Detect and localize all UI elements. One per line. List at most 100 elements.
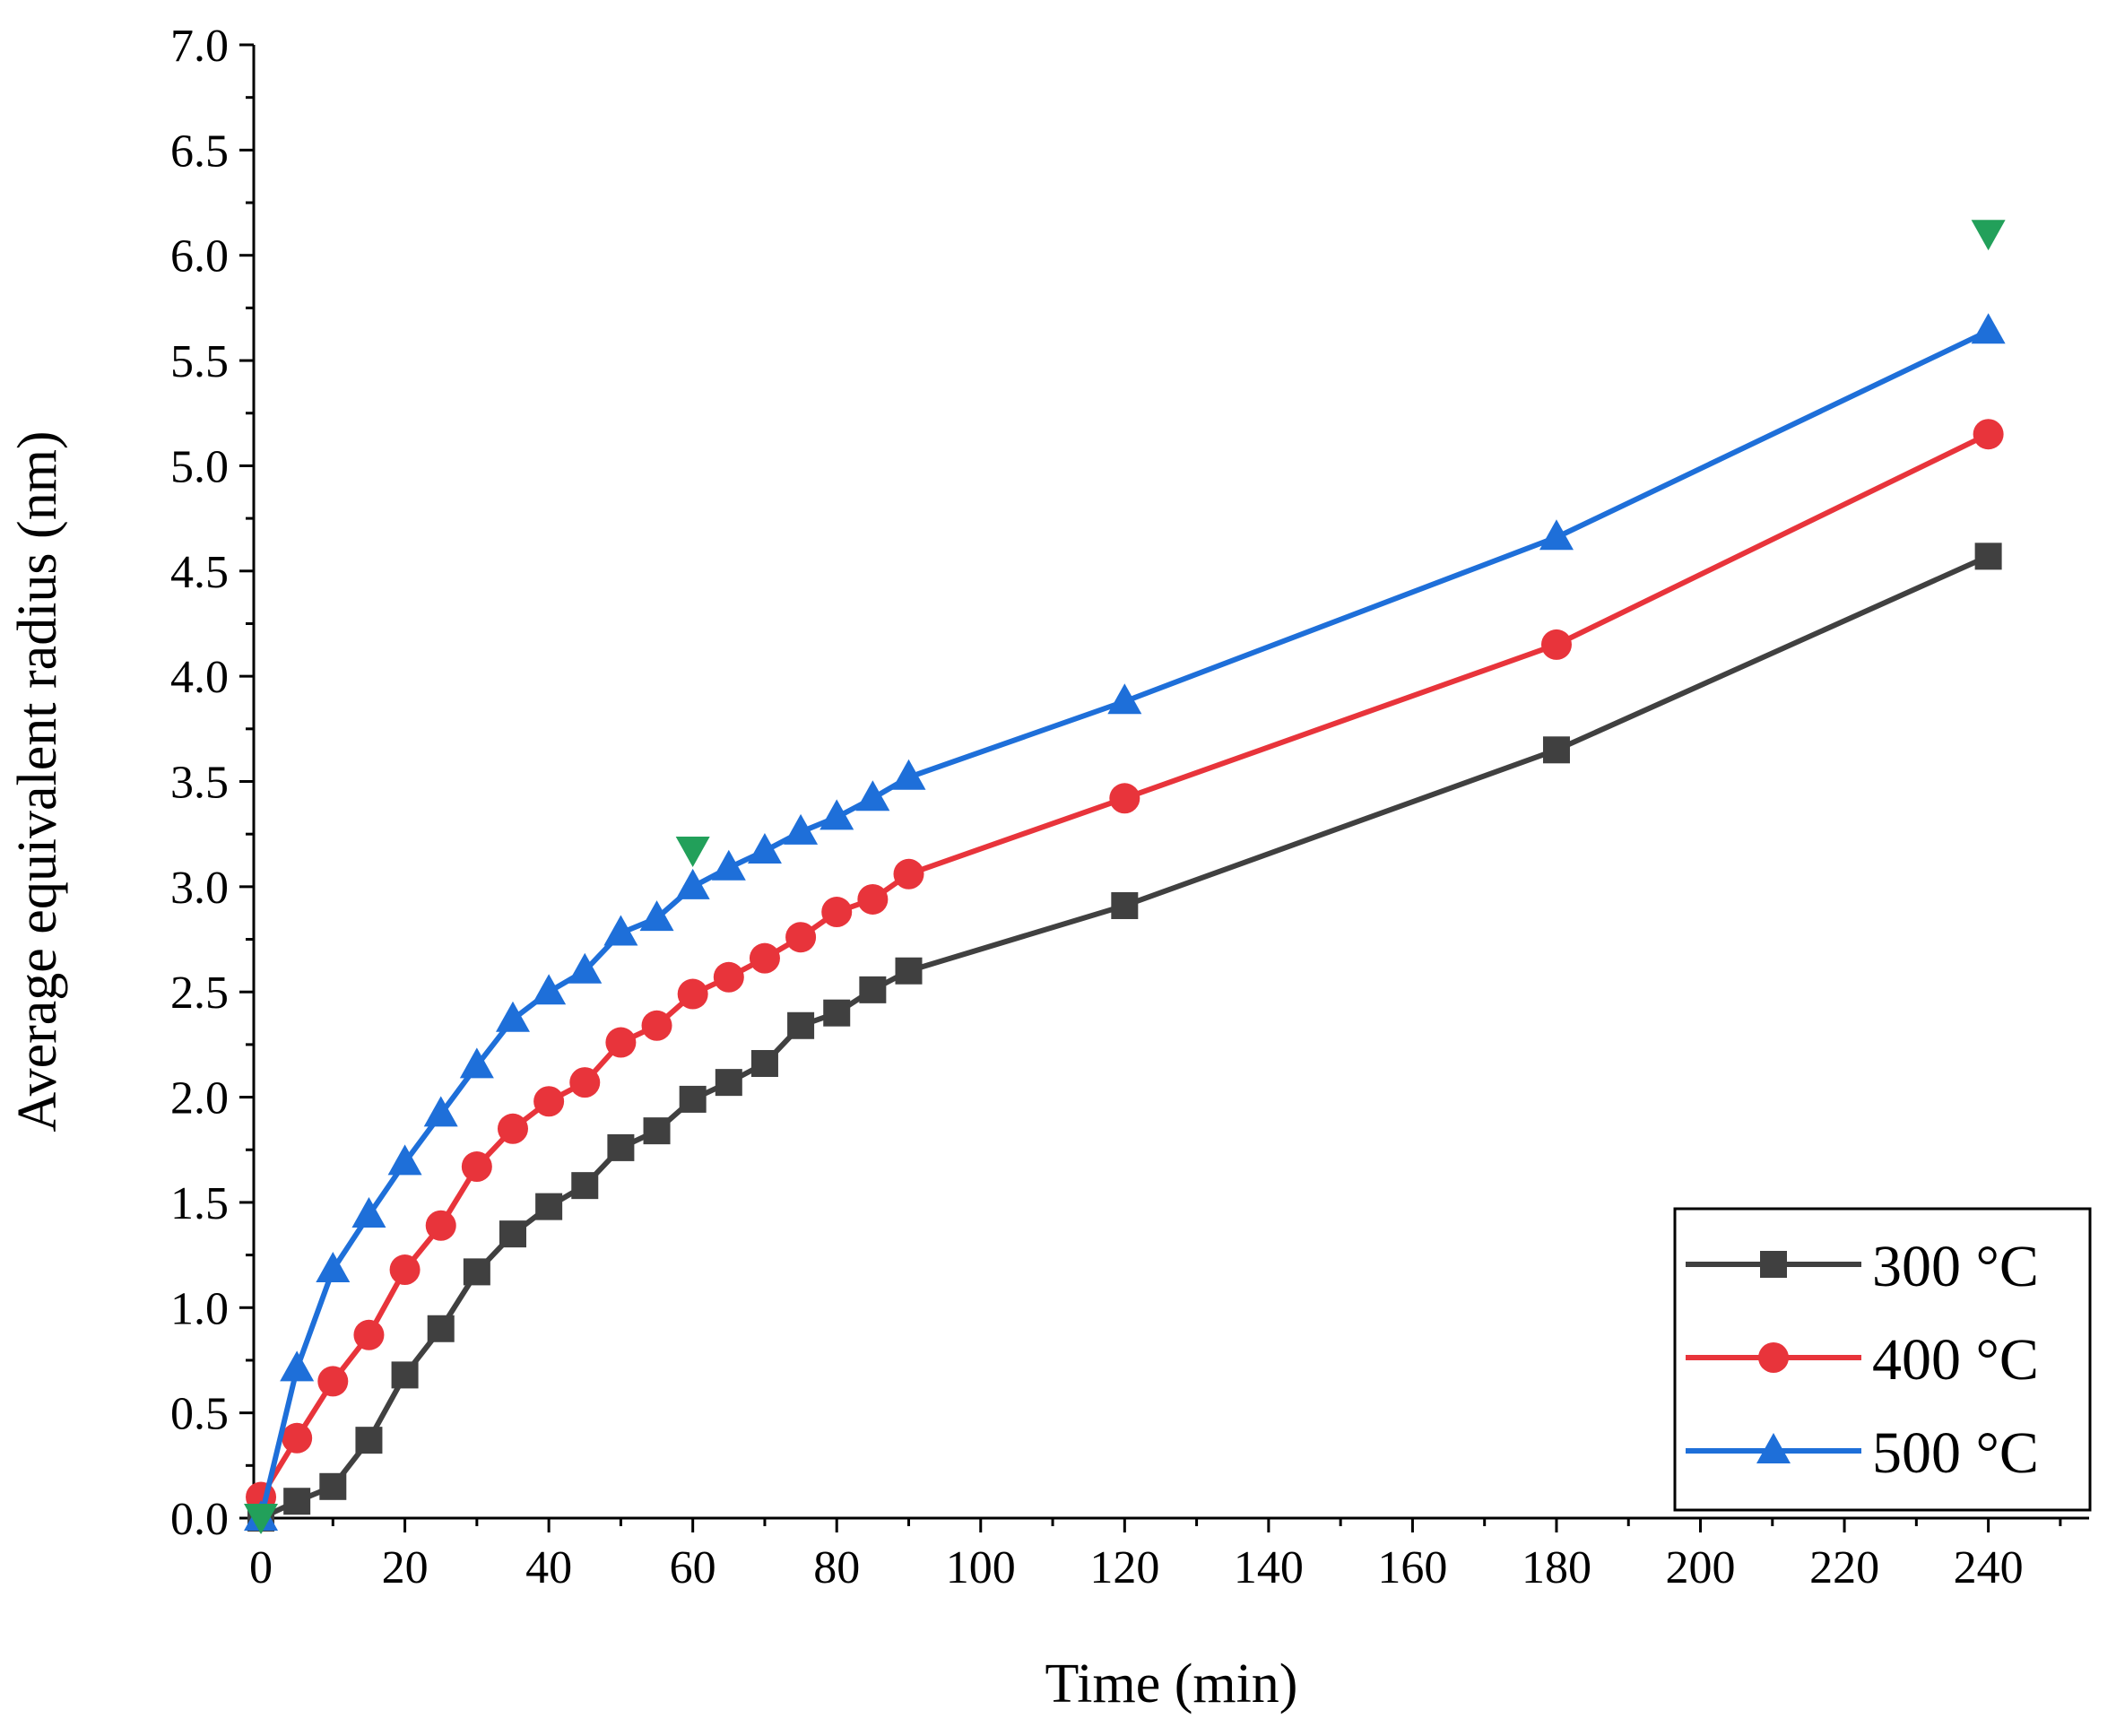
data-point	[389, 1254, 421, 1286]
data-point	[1542, 736, 1570, 764]
data-point	[571, 1172, 599, 1200]
data-point	[1971, 313, 2006, 344]
data-point	[463, 1258, 490, 1286]
legend-label: 400 °C	[1872, 1327, 2039, 1393]
data-point	[1539, 519, 1574, 551]
legend-item: 400 °C	[1686, 1327, 2039, 1393]
y-tick-label: 4.0	[170, 652, 229, 703]
y-tick-label: 7.0	[170, 21, 229, 72]
data-point	[387, 1144, 422, 1176]
y-tick-label: 2.0	[170, 1073, 229, 1124]
data-point	[715, 1069, 742, 1097]
data-point	[355, 1427, 383, 1454]
legend-swatch-marker	[1756, 1433, 1791, 1463]
data-point	[569, 1067, 601, 1098]
data-point	[713, 961, 744, 993]
x-tick-label: 40	[525, 1542, 572, 1593]
data-point	[749, 942, 780, 974]
y-tick-label: 3.5	[170, 758, 229, 809]
y-axis-title: Average equivalent radius (nm)	[7, 430, 68, 1132]
data-point	[1109, 783, 1140, 814]
data-point	[497, 1113, 528, 1144]
x-tick-label: 160	[1377, 1542, 1447, 1593]
y-tick-label: 6.5	[170, 126, 229, 177]
data-point	[750, 1050, 778, 1078]
data-point	[857, 883, 889, 915]
x-tick-label: 120	[1089, 1542, 1159, 1593]
x-tick-label: 60	[670, 1542, 716, 1593]
data-point	[427, 1315, 455, 1342]
data-point	[461, 1151, 492, 1183]
x-tick-label: 0	[249, 1542, 273, 1593]
data-point	[568, 952, 603, 984]
data-point	[533, 1086, 565, 1117]
data-point	[785, 922, 817, 953]
data-point	[821, 897, 853, 928]
data-point	[1973, 419, 2004, 450]
y-tick-label: 5.5	[170, 336, 229, 387]
data-point	[425, 1210, 456, 1241]
data-point	[711, 849, 746, 881]
data-point	[317, 1366, 349, 1397]
data-point	[823, 999, 851, 1027]
data-point	[820, 799, 854, 830]
data-point	[1974, 542, 2002, 570]
x-tick-label: 180	[1522, 1542, 1591, 1593]
data-point	[283, 1488, 311, 1515]
series-line	[258, 431, 1990, 1499]
data-point	[316, 1252, 351, 1283]
data-point	[895, 957, 923, 985]
data-point	[605, 1027, 637, 1058]
series-2	[246, 419, 2004, 1513]
y-tick-label: 0.0	[170, 1494, 229, 1545]
data-point	[391, 1361, 419, 1389]
data-point	[280, 1350, 315, 1382]
x-tick-label: 200	[1666, 1542, 1736, 1593]
data-point	[643, 1117, 671, 1145]
x-tick-label: 140	[1234, 1542, 1304, 1593]
data-point	[675, 836, 710, 867]
data-point	[855, 780, 890, 812]
data-point	[639, 900, 674, 932]
data-point	[535, 1193, 563, 1220]
data-point	[859, 976, 887, 1003]
y-tick-label: 1.5	[170, 1178, 229, 1229]
data-point	[1540, 629, 1572, 660]
data-point	[607, 1133, 635, 1161]
legend-label: 300 °C	[1872, 1234, 2039, 1299]
legend-swatch-marker	[1760, 1251, 1787, 1278]
x-tick-label: 240	[1954, 1542, 2024, 1593]
data-point	[641, 1010, 672, 1041]
data-point	[679, 1085, 707, 1113]
data-point	[495, 1001, 530, 1032]
data-point	[282, 1422, 313, 1454]
data-point	[747, 832, 782, 864]
y-tick-label: 5.0	[170, 441, 229, 492]
y-tick-label: 3.0	[170, 863, 229, 914]
data-point	[1971, 220, 2006, 251]
y-tick-label: 0.5	[170, 1389, 229, 1440]
legend-label: 500 °C	[1872, 1420, 2039, 1486]
data-point	[244, 1504, 279, 1534]
data-point	[319, 1472, 347, 1500]
data-point	[532, 974, 567, 1005]
legend: 300 °C 400 °C 500 °C	[1673, 1207, 2092, 1512]
y-tick-label: 2.5	[170, 968, 229, 1019]
y-tick-label: 1.0	[170, 1283, 229, 1334]
data-point	[893, 858, 924, 890]
y-tick-label: 4.5	[170, 547, 229, 598]
data-point	[423, 1096, 458, 1127]
series-4	[244, 220, 2006, 1534]
data-point	[603, 915, 638, 946]
series-line	[259, 553, 1990, 1521]
legend-swatch-marker	[1758, 1342, 1789, 1373]
x-tick-label: 220	[1809, 1542, 1879, 1593]
series-line	[258, 328, 1990, 1519]
data-point	[784, 813, 819, 845]
x-axis-title: Time (min)	[1045, 1654, 1298, 1714]
data-point	[677, 978, 708, 1010]
y-tick-label: 6.0	[170, 231, 229, 282]
data-point	[1107, 683, 1142, 715]
data-point	[891, 759, 926, 790]
